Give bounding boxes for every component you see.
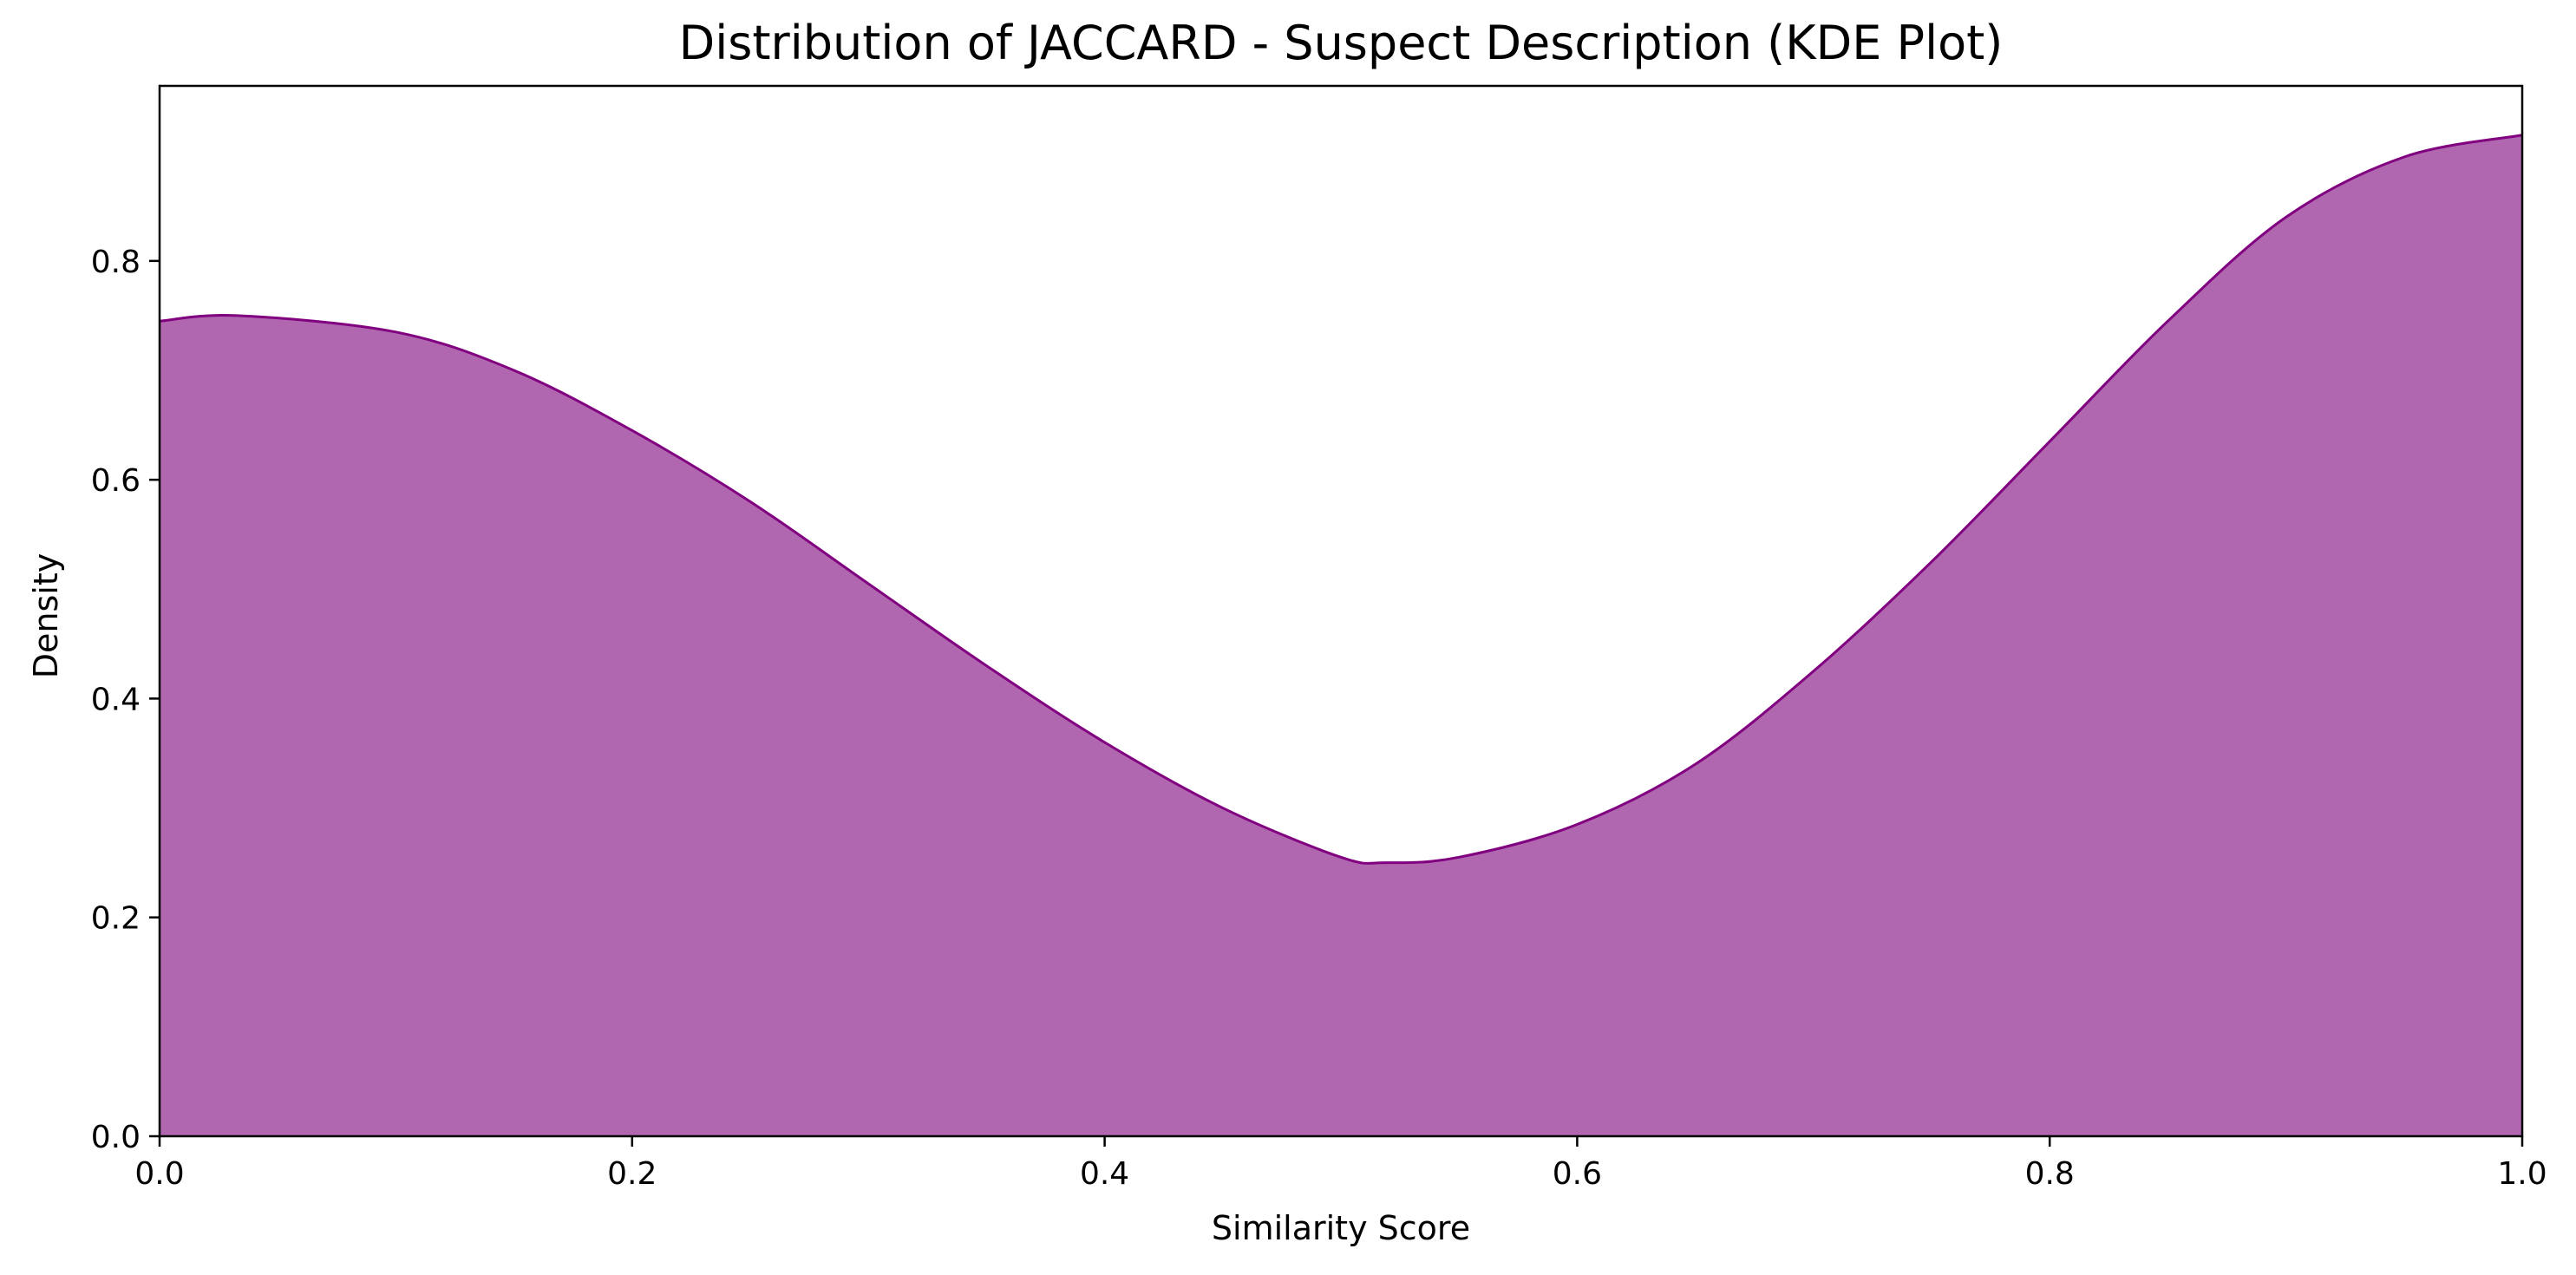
y-tick-label: 0.0 (91, 1120, 141, 1155)
y-tick-label: 0.8 (91, 245, 141, 280)
x-tick-label: 1.0 (2497, 1156, 2547, 1192)
x-axis-label: Similarity Score (1212, 1209, 1470, 1247)
kde-area-fill (160, 134, 2522, 1136)
y-tick-label: 0.2 (91, 901, 141, 937)
kde-line (159, 134, 2523, 865)
plot-area (159, 134, 2523, 1136)
y-axis-label: Density (27, 553, 65, 678)
chart-title: Distribution of JACCARD - Suspect Descri… (679, 16, 2004, 70)
x-axis-ticks: 0.0 0.2 0.4 0.6 0.8 1.0 (134, 1136, 2547, 1192)
x-tick-label: 0.6 (1553, 1156, 1602, 1192)
x-tick-label: 0.2 (607, 1156, 657, 1192)
x-tick-label: 0.4 (1080, 1156, 1129, 1192)
x-tick-label: 0.8 (2025, 1156, 2075, 1192)
y-axis-ticks: 0.0 0.2 0.4 0.6 0.8 (91, 245, 160, 1155)
y-tick-label: 0.4 (91, 682, 141, 717)
plot-frame (158, 84, 2524, 1138)
y-tick-label: 0.6 (91, 463, 141, 499)
x-tick-label: 0.0 (134, 1156, 184, 1192)
